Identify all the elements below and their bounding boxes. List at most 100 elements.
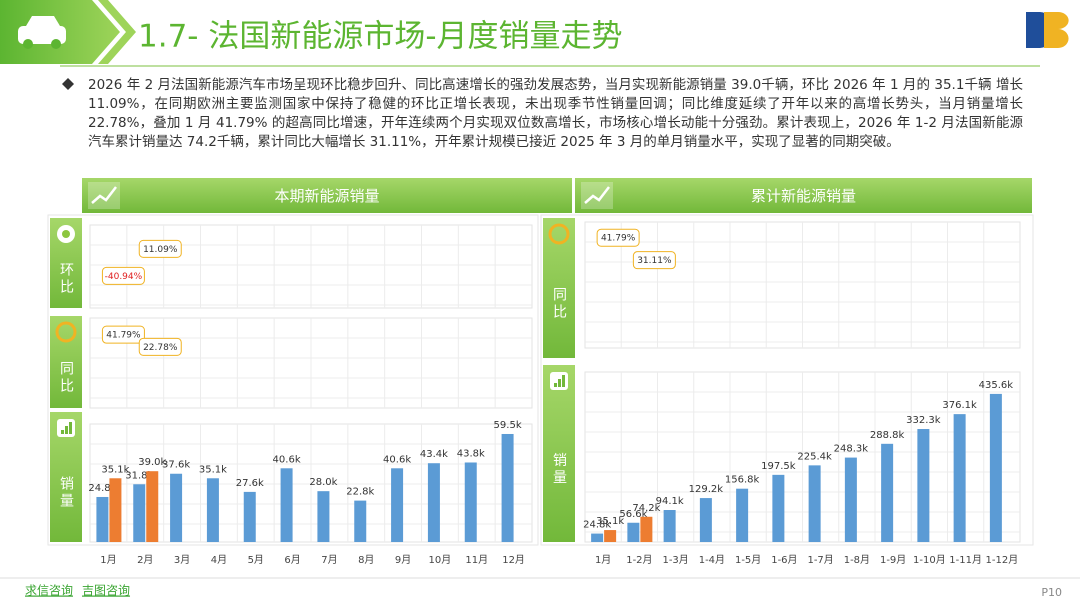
x-tick-label: 1-6月	[771, 554, 797, 566]
data-label: 197.5k	[761, 461, 796, 472]
icon	[69, 422, 72, 434]
panel-header-icon	[581, 182, 613, 209]
icon	[558, 379, 561, 387]
icon	[65, 426, 68, 434]
data-label: 129.2k	[689, 484, 724, 495]
data-label: 37.6k	[162, 460, 190, 471]
header-chevron	[98, 0, 136, 64]
bar	[280, 468, 293, 542]
panel-frame	[47, 214, 539, 546]
logo	[1026, 12, 1069, 48]
side-label: 销量	[551, 453, 567, 487]
panel-title: 累计新能源销量	[751, 187, 856, 205]
panel-header-icon	[88, 182, 120, 209]
x-tick-label: 4月	[211, 554, 227, 566]
panel-header-icon	[91, 186, 117, 204]
panel-header	[575, 178, 1032, 213]
page-number: P10	[1041, 586, 1062, 599]
bar	[146, 471, 159, 542]
data-label: 435.6k	[979, 380, 1014, 391]
data-label: 43.8k	[457, 448, 485, 459]
data-label: 376.1k	[942, 400, 977, 411]
panel-header-icon	[584, 186, 610, 204]
x-tick-label: 1月	[595, 554, 611, 566]
data-label: 40.6k	[273, 454, 301, 465]
data-label: 35.1k	[199, 464, 227, 475]
bar	[917, 429, 930, 542]
data-label: 156.8k	[725, 475, 760, 486]
bar	[881, 443, 894, 542]
bar	[640, 516, 653, 542]
data-label: 39.0k	[138, 457, 166, 468]
bar	[96, 496, 109, 542]
summary: 2026 年 2 月法国新能源汽车市场呈现环比稳步回升、同比高速增长的强劲发展态…	[88, 77, 1023, 150]
bar	[427, 463, 440, 542]
data-label: 248.3k	[834, 444, 869, 455]
data-label: 56.6k	[619, 509, 647, 520]
bar	[604, 530, 617, 542]
side-label: 同比	[58, 361, 74, 395]
footer-link[interactable]: 吉图咨询	[82, 583, 130, 598]
x-tick-label: 5月	[248, 554, 264, 566]
icon	[55, 321, 77, 343]
data-label: 28.0k	[309, 477, 337, 488]
bar	[844, 457, 857, 542]
x-tick-label: 1-3月	[662, 554, 688, 566]
data-label: 41.79%	[106, 331, 141, 341]
callout	[138, 337, 182, 356]
icon	[62, 230, 70, 238]
bar	[464, 462, 477, 542]
x-tick-label: 2月	[137, 554, 153, 566]
x-tick-label: 1-5月	[735, 554, 761, 566]
callout	[101, 266, 145, 285]
bar	[953, 414, 966, 542]
x-tick-label: 3月	[174, 554, 190, 566]
x-tick-label: 1-8月	[844, 554, 870, 566]
side-box	[543, 365, 575, 542]
data-label: 24.8k	[88, 483, 116, 494]
x-tick-label: 12月	[502, 554, 525, 566]
bar	[206, 478, 219, 542]
bar	[627, 522, 640, 542]
x-tick-label: 1-7月	[807, 554, 833, 566]
callout	[138, 239, 182, 258]
data-label: 41.79%	[601, 234, 636, 244]
bullet	[62, 78, 74, 90]
data-label: 31.8k	[125, 470, 153, 481]
data-label: 288.8k	[870, 430, 905, 441]
data-label: 332.3k	[906, 415, 941, 426]
bar	[354, 500, 367, 542]
data-label: 35.1k	[596, 516, 624, 527]
bar	[109, 478, 122, 542]
data-label: 24.8k	[583, 520, 611, 531]
bar	[501, 433, 514, 542]
bar	[699, 498, 712, 542]
bar	[243, 491, 256, 542]
data-label: -40.94%	[105, 272, 143, 282]
x-tick-label: 1月	[100, 554, 116, 566]
side-label: 销量	[58, 476, 74, 510]
bar	[989, 393, 1002, 542]
data-label: 40.6k	[383, 454, 411, 465]
data-label: 22.78%	[143, 343, 178, 353]
icon	[562, 375, 565, 387]
panel-title: 本期新能源销量	[274, 187, 379, 205]
icon	[554, 383, 557, 387]
panel-header	[82, 178, 572, 213]
bar	[808, 465, 821, 542]
x-tick-label: 8月	[358, 554, 374, 566]
callout	[632, 251, 676, 270]
data-label: 225.4k	[797, 451, 832, 462]
data-label: 74.2k	[632, 503, 660, 514]
bar	[591, 533, 604, 542]
x-tick-label: 1-12月	[986, 554, 1019, 566]
x-tick-label: 11月	[465, 554, 488, 566]
data-label: 22.8k	[346, 487, 374, 498]
side-box	[50, 316, 82, 408]
panel-frame	[540, 214, 1034, 546]
data-label: 31.11%	[637, 256, 672, 266]
callout	[101, 325, 145, 344]
footer-link[interactable]: 求信咨询	[25, 583, 73, 598]
